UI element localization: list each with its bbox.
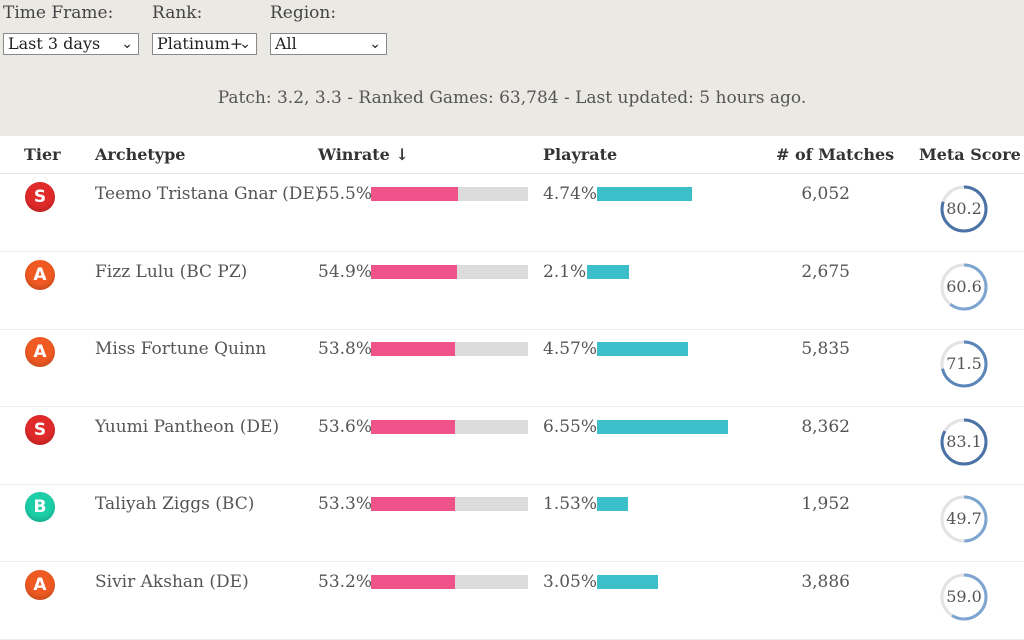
time-frame-value: Last 3 days bbox=[8, 34, 101, 53]
playrate-bar bbox=[597, 187, 692, 201]
winrate-bar-fill bbox=[371, 187, 458, 201]
match-count: 5,835 bbox=[801, 339, 850, 359]
meta-score-gauge: 49.7 bbox=[939, 494, 989, 544]
playrate-value: 6.55% bbox=[543, 417, 598, 437]
header-tier[interactable]: Tier bbox=[24, 145, 61, 164]
winrate-bar-fill bbox=[371, 575, 455, 589]
table-row[interactable]: S Yuumi Pantheon (DE) 53.6% 6.55% 8,362 83.1 bbox=[0, 407, 1024, 485]
winrate-bar-fill bbox=[371, 342, 455, 356]
meta-score-gauge: 80.2 bbox=[939, 184, 989, 234]
winrate-bar bbox=[371, 265, 528, 279]
tier-badge: B bbox=[25, 492, 55, 522]
patch-info: Patch: 3.2, 3.3 - Ranked Games: 63,784 -… bbox=[217, 88, 807, 108]
playrate-value: 4.74% bbox=[543, 184, 598, 204]
meta-score-value: 49.7 bbox=[946, 509, 982, 528]
rank-value: Platinum+ bbox=[157, 34, 244, 53]
region-value: All bbox=[275, 34, 297, 53]
archetype-name[interactable]: Miss Fortune Quinn bbox=[95, 339, 267, 359]
chevron-down-icon: ⌄ bbox=[369, 36, 381, 52]
archetype-name[interactable]: Sivir Akshan (DE) bbox=[95, 572, 249, 592]
time-frame-select[interactable]: Last 3 days ⌄ bbox=[3, 33, 139, 55]
tier-badge: S bbox=[25, 182, 55, 212]
archetype-name[interactable]: Yuumi Pantheon (DE) bbox=[95, 417, 280, 437]
meta-score-gauge: 59.0 bbox=[939, 572, 989, 622]
table-header: Tier Archetype Winrate ↓ Playrate # of M… bbox=[0, 137, 1024, 174]
archetype-name[interactable]: Teemo Tristana Gnar (DE) bbox=[95, 184, 322, 204]
playrate-value: 1.53% bbox=[543, 494, 598, 514]
winrate-bar-fill bbox=[371, 265, 457, 279]
meta-score-gauge: 71.5 bbox=[939, 339, 989, 389]
playrate-bar bbox=[597, 420, 728, 434]
playrate-bar bbox=[597, 575, 658, 589]
header-archetype[interactable]: Archetype bbox=[95, 145, 186, 164]
tier-badge: A bbox=[25, 260, 55, 290]
playrate-value: 4.57% bbox=[543, 339, 598, 359]
match-count: 8,362 bbox=[801, 417, 850, 437]
playrate-bar bbox=[597, 342, 688, 356]
winrate-value: 53.8% bbox=[318, 339, 373, 359]
winrate-value: 53.6% bbox=[318, 417, 373, 437]
winrate-bar-fill bbox=[371, 497, 455, 511]
winrate-value: 53.2% bbox=[318, 572, 373, 592]
rank-label: Rank: bbox=[152, 3, 203, 23]
archetype-name[interactable]: Fizz Lulu (BC PZ) bbox=[95, 262, 248, 282]
meta-score-value: 83.1 bbox=[946, 432, 982, 451]
tier-badge: S bbox=[25, 415, 55, 445]
header-matches[interactable]: # of Matches bbox=[776, 145, 895, 164]
meta-score-value: 71.5 bbox=[946, 354, 982, 373]
chevron-down-icon: ⌄ bbox=[121, 36, 133, 52]
archetype-name[interactable]: Taliyah Ziggs (BC) bbox=[95, 494, 255, 514]
playrate-value: 2.1% bbox=[543, 262, 587, 282]
winrate-bar bbox=[371, 497, 528, 511]
filter-panel: Time Frame: Last 3 days ⌄ Rank: Platinum… bbox=[0, 0, 1024, 136]
header-winrate[interactable]: Winrate ↓ bbox=[318, 145, 409, 164]
table-row[interactable]: A Sivir Akshan (DE) 53.2% 3.05% 3,886 59.0 bbox=[0, 562, 1024, 640]
header-meta-score[interactable]: Meta Score bbox=[919, 145, 1021, 164]
match-count: 2,675 bbox=[801, 262, 850, 282]
match-count: 1,952 bbox=[801, 494, 850, 514]
header-playrate[interactable]: Playrate bbox=[543, 145, 618, 164]
winrate-value: 53.3% bbox=[318, 494, 373, 514]
winrate-bar bbox=[371, 420, 528, 434]
meta-score-value: 59.0 bbox=[946, 587, 982, 606]
winrate-value: 54.9% bbox=[318, 262, 373, 282]
table-row[interactable]: A Fizz Lulu (BC PZ) 54.9% 2.1% 2,675 60.6 bbox=[0, 252, 1024, 330]
meta-score-value: 60.6 bbox=[946, 277, 982, 296]
meta-score-gauge: 60.6 bbox=[939, 262, 989, 312]
tier-badge: A bbox=[25, 570, 55, 600]
region-label: Region: bbox=[270, 3, 337, 23]
tier-badge: A bbox=[25, 337, 55, 367]
chevron-down-icon: ⌄ bbox=[239, 36, 251, 52]
table-row[interactable]: A Miss Fortune Quinn 53.8% 4.57% 5,835 71.5 bbox=[0, 329, 1024, 407]
winrate-bar bbox=[371, 187, 528, 201]
winrate-bar-fill bbox=[371, 420, 455, 434]
playrate-bar bbox=[597, 497, 628, 511]
region-select[interactable]: All ⌄ bbox=[270, 33, 387, 55]
time-frame-label: Time Frame: bbox=[3, 3, 114, 23]
meta-score-value: 80.2 bbox=[946, 199, 982, 218]
match-count: 6,052 bbox=[801, 184, 850, 204]
playrate-bar bbox=[587, 265, 629, 279]
match-count: 3,886 bbox=[801, 572, 850, 592]
table-row[interactable]: S Teemo Tristana Gnar (DE) 55.5% 4.74% 6,052… bbox=[0, 174, 1024, 252]
rank-select[interactable]: Platinum+ ⌄ bbox=[152, 33, 257, 55]
meta-score-gauge: 83.1 bbox=[939, 417, 989, 467]
playrate-value: 3.05% bbox=[543, 572, 598, 592]
winrate-bar bbox=[371, 342, 528, 356]
table-row[interactable]: B Taliyah Ziggs (BC) 53.3% 1.53% 1,952 49.7 bbox=[0, 484, 1024, 562]
winrate-bar bbox=[371, 575, 528, 589]
winrate-value: 55.5% bbox=[318, 184, 373, 204]
